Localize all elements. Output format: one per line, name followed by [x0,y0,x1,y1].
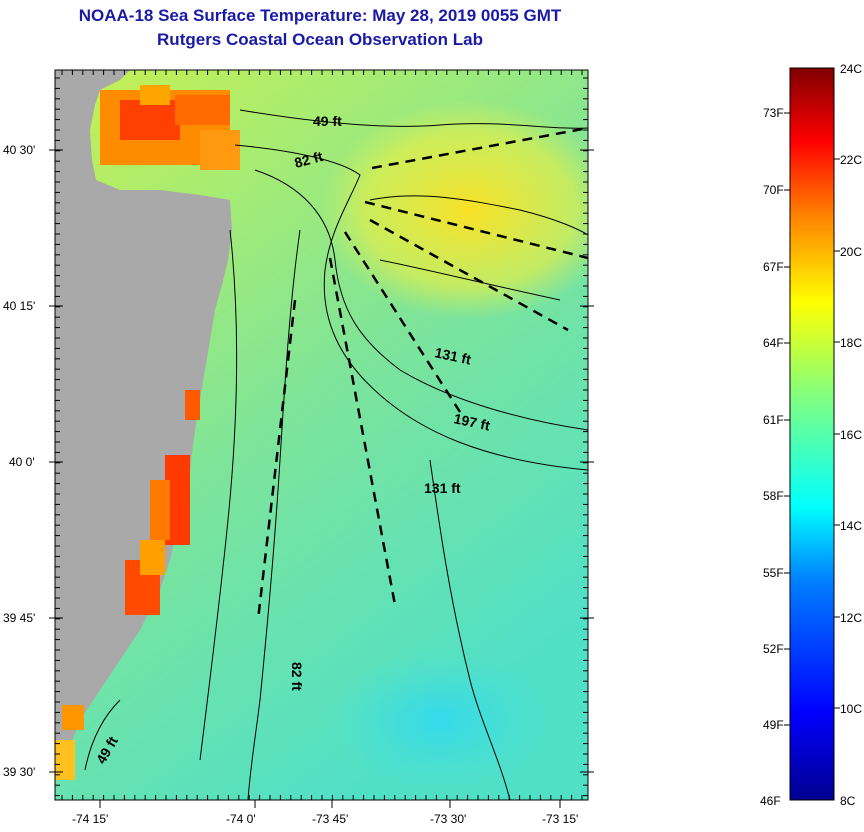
lon-label: -74 0' [226,812,256,826]
lon-label: -73 30' [430,812,466,826]
land-mass [55,70,232,780]
map-title: NOAA-18 Sea Surface Temperature: May 28,… [78,6,562,25]
lon-label: -73 45' [312,812,348,826]
map-subtitle: Rutgers Coastal Ocean Observation Lab [157,30,483,49]
colorbar-f-label: 73F [763,106,784,120]
colorbar-c-label: 12C [840,611,863,625]
lon-label: -73 15' [542,812,578,826]
colorbar-c-label: 24C [840,62,863,76]
colorbar-c-label: 16C [840,428,863,442]
isobath-label-82-north: 82 ft [293,148,325,171]
colorbar-f-label: 52F [763,642,784,656]
map-tick-marks [49,70,594,808]
colorbar-c-label: 14C [840,519,863,533]
isobath-label-197: 197 ft [452,410,491,433]
colorbar-f-label: 61F [763,413,784,427]
longitude-labels: -74 15' -74 0' -73 45' -73 30' -73 15' [72,812,578,826]
lat-label: 40 0' [9,455,35,469]
lat-label: 39 30' [3,765,35,779]
isobath-contours [84,109,588,800]
isobath-label-131-east: 131 ft [433,344,472,367]
isobath-label-131-south: 131 ft [424,480,461,496]
isobath-labels: 49 ft 82 ft 131 ft 197 ft 131 ft 82 ft 4… [93,113,492,767]
colorbar-c-label: 8C [840,794,856,808]
colorbar-f-label: 58F [763,489,784,503]
color-scale-bar [789,67,835,801]
lat-label: 40 30' [3,143,35,157]
colorbar-c-label: 10C [840,702,863,716]
colorbar-f-label: 46F [760,794,781,808]
lat-label: 39 45' [3,611,35,625]
colorbar-f-label: 70F [763,183,784,197]
colorbar-c-label: 20C [840,245,863,259]
colorbar-f-label: 49F [763,718,784,732]
lat-label: 40 15' [3,299,35,313]
colorbar-c-label: 22C [840,153,863,167]
warm-water-region [320,100,588,320]
colorbar-c-label: 18C [840,336,863,350]
lon-label: -74 15' [72,812,108,826]
colorbar-f-label: 64F [763,336,784,350]
warm-coastal-pixels [55,85,240,780]
latitude-labels: 40 30' 40 15' 40 0' 39 45' 39 30' [3,143,35,779]
color-scale-ticks [784,112,840,726]
isobath-label-49-north: 49 ft [313,113,342,129]
cool-water-region [330,650,550,790]
colorbar-f-label: 67F [763,260,784,274]
transect-lines [256,126,588,621]
isobath-label-82-south: 82 ft [289,662,305,691]
colorbar-f-label: 55F [763,566,784,580]
